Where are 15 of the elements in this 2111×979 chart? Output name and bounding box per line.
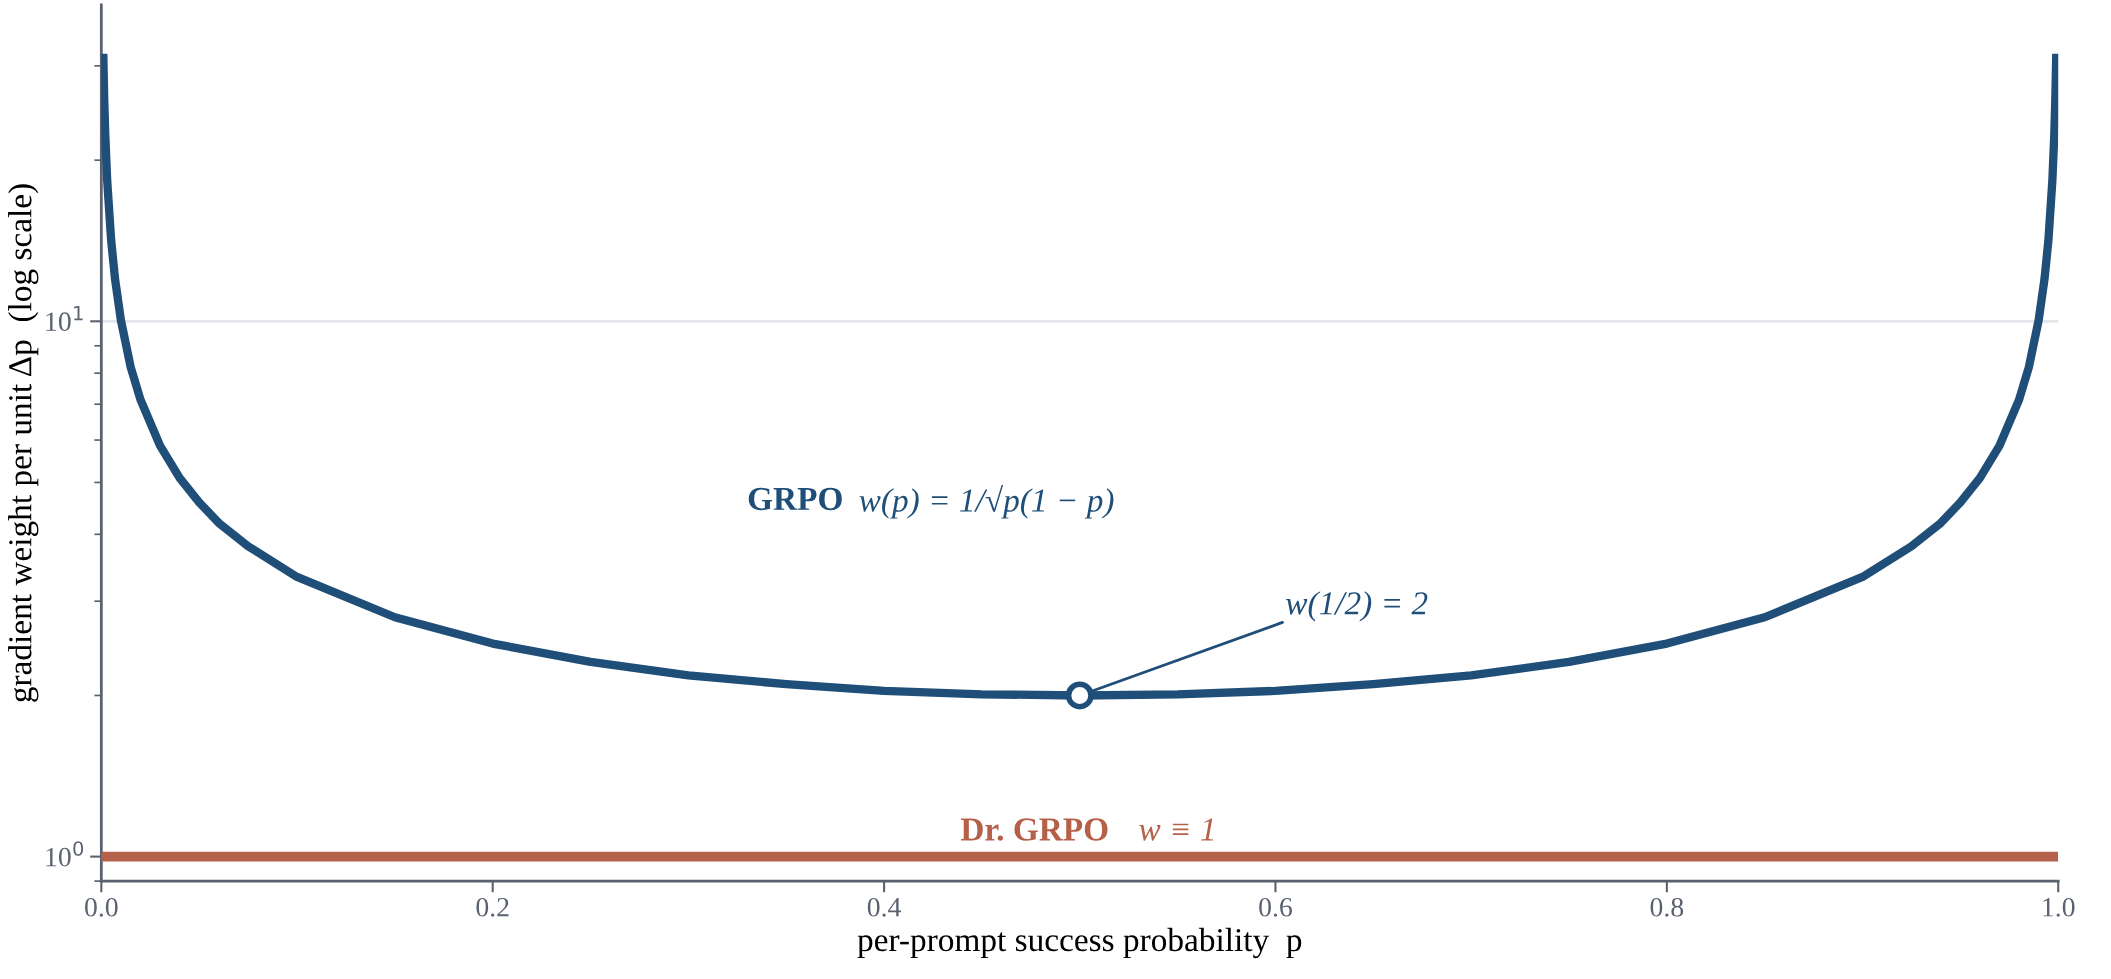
y-axis-title: gradient weight per unit Δp (log scale) xyxy=(8,184,39,702)
x-tick-label: 0.8 xyxy=(1650,897,1684,917)
x-tick-label: 0.4 xyxy=(867,897,902,917)
text: GRPO xyxy=(748,487,842,511)
x-tick-label: 0.6 xyxy=(1259,897,1292,917)
y-tick-label: 10$^{0}$ xyxy=(46,841,84,867)
annotation: w(1/2) = 2 xyxy=(1286,591,1428,622)
annotation: w(p) = 1/√p(1 − p) xyxy=(859,485,1114,519)
annotation: w ≡ 1 xyxy=(1139,818,1213,841)
x-tick-label: 1.0 xyxy=(2043,897,2075,917)
series-label: Dr. GRPO xyxy=(960,818,1108,841)
x-axis-title: per-prompt success probability p xyxy=(857,927,1302,959)
x-tick-label: 0.2 xyxy=(476,897,509,917)
y-tick-label: 10$^{1}$ xyxy=(46,305,83,332)
x-tick-label: 0.0 xyxy=(85,897,118,917)
